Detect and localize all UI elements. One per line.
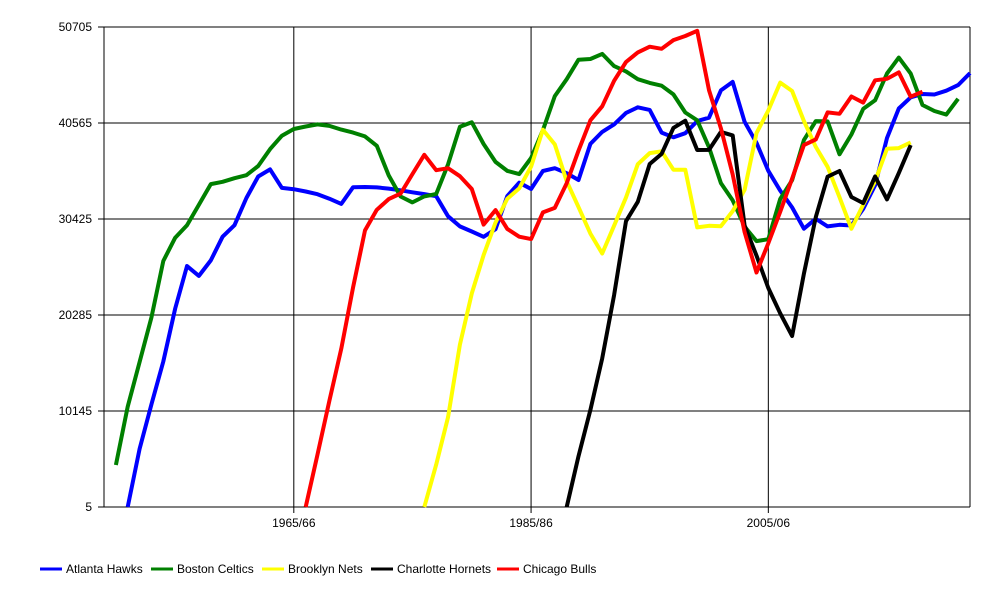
x-tick-label: 1985/86 xyxy=(509,516,553,530)
legend-item: Boston Celtics xyxy=(151,562,254,576)
chart-series xyxy=(113,28,972,508)
series-line-brooklyn-nets xyxy=(422,80,912,508)
legend-label: Charlotte Hornets xyxy=(397,562,491,576)
y-tick-label: 10145 xyxy=(59,404,93,418)
x-tick-label: 1965/66 xyxy=(272,516,316,530)
chart-legend: Atlanta Hawks Boston Celtics Brooklyn Nets… xyxy=(40,562,596,576)
y-tick-label: 30425 xyxy=(59,212,93,226)
legend-item: Charlotte Hornets xyxy=(371,562,491,576)
series-line-atlanta-hawks xyxy=(125,71,972,508)
legend-label: Boston Celtics xyxy=(177,562,254,576)
y-tick-label: 40565 xyxy=(59,116,93,130)
legend-label: Atlanta Hawks xyxy=(66,562,143,576)
legend-item: Brooklyn Nets xyxy=(262,562,363,576)
chart-tick-labels: 5 10145 20285 30425 40565 50705 1965/66 1985/86… xyxy=(59,20,791,530)
legend-label: Chicago Bulls xyxy=(523,562,596,576)
legend-item: Chicago Bulls xyxy=(497,562,596,576)
y-tick-label: 50705 xyxy=(59,20,93,34)
legend-label: Brooklyn Nets xyxy=(288,562,363,576)
chart-axes xyxy=(103,27,971,508)
x-tick-label: 2005/06 xyxy=(747,516,791,530)
series-line-boston-celtics xyxy=(113,51,960,466)
chart-gridlines xyxy=(98,26,970,513)
legend-item: Atlanta Hawks xyxy=(40,562,143,576)
y-tick-label: 20285 xyxy=(59,308,93,322)
y-tick-label: 5 xyxy=(85,500,92,514)
series-line-charlotte-hornets xyxy=(564,118,913,508)
series-line-chicago-bulls xyxy=(303,28,924,508)
